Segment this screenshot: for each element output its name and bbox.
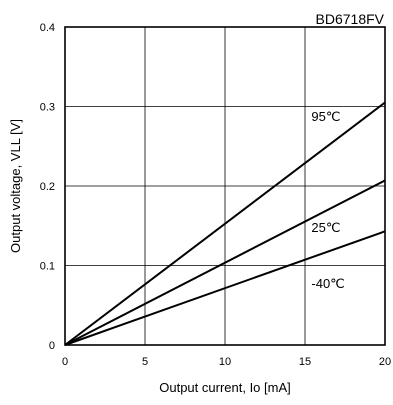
series-label: 25℃ bbox=[311, 220, 340, 235]
y-tick-label: 0.3 bbox=[40, 102, 55, 114]
x-tick-label: 10 bbox=[219, 356, 231, 368]
series-annotations: 95℃ 25℃ -40℃ bbox=[311, 109, 344, 291]
plot-frame bbox=[64, 26, 386, 346]
y-tick-label: 0.2 bbox=[40, 181, 55, 193]
y-tick-label: 0.1 bbox=[40, 261, 55, 273]
x-tick-label: 15 bbox=[299, 356, 311, 368]
x-axis-label: Output current, Io [mA] bbox=[159, 380, 291, 395]
y-tick-labels: 0 0.1 0.2 0.3 0.4 bbox=[40, 22, 55, 352]
x-tick-labels: 0 5 10 15 20 bbox=[62, 356, 391, 368]
x-tick-label: 0 bbox=[62, 356, 68, 368]
x-tick-label: 20 bbox=[379, 356, 391, 368]
series-lines bbox=[64, 101, 386, 346]
grid-lines bbox=[65, 27, 385, 345]
y-axis-label: Output voltage, VLL [V] bbox=[8, 119, 23, 253]
series-line bbox=[64, 101, 386, 346]
y-tick-label: 0.4 bbox=[40, 22, 55, 34]
x-tick-label: 5 bbox=[142, 356, 148, 368]
series-label: 95℃ bbox=[311, 109, 340, 124]
chart-title: BD6718FV bbox=[316, 11, 385, 27]
series-label: -40℃ bbox=[311, 276, 344, 291]
y-tick-label: 0 bbox=[49, 340, 55, 352]
series-line bbox=[64, 230, 386, 346]
series-line bbox=[64, 179, 386, 346]
